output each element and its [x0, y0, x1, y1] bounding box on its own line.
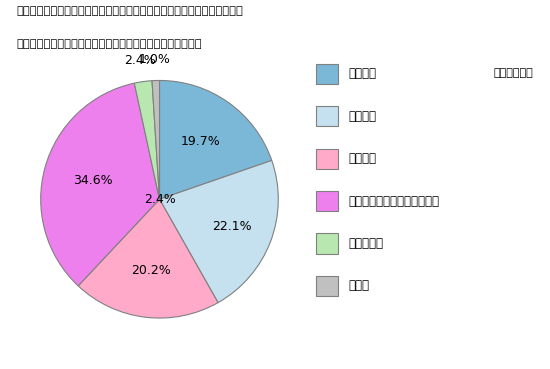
- Text: 2.4%: 2.4%: [144, 193, 175, 206]
- Text: わからない: わからない: [348, 237, 383, 250]
- Text: 期待通り: 期待通り: [348, 110, 376, 123]
- Text: 34.6%: 34.6%: [73, 175, 113, 187]
- Wedge shape: [160, 80, 272, 199]
- Wedge shape: [160, 161, 278, 303]
- Text: 【単数回答】: 【単数回答】: [494, 68, 534, 78]
- Text: 20.2%: 20.2%: [131, 263, 171, 276]
- Text: 19.7%: 19.7%: [181, 135, 221, 148]
- Text: 期待以上: 期待以上: [348, 67, 376, 80]
- Text: そもそも期待していなかった: そもそも期待していなかった: [348, 194, 439, 208]
- Wedge shape: [152, 80, 160, 199]
- Text: 2.4%: 2.4%: [124, 54, 156, 67]
- Text: 問２．安倍政権発足後、まもなく４年が経過します。現在までの安倍政権: 問２．安倍政権発足後、まもなく４年が経過します。現在までの安倍政権: [16, 6, 243, 15]
- Text: 無回答: 無回答: [348, 279, 369, 293]
- Text: 期待以下: 期待以下: [348, 152, 376, 165]
- Text: 22.1%: 22.1%: [212, 220, 251, 233]
- Text: 1.0%: 1.0%: [139, 53, 171, 66]
- Wedge shape: [41, 83, 159, 286]
- Text: は、あなたが発足時に抱いていた期待に比べどうでしたか。: は、あなたが発足時に抱いていた期待に比べどうでしたか。: [16, 39, 202, 49]
- Wedge shape: [78, 199, 218, 318]
- Wedge shape: [134, 81, 159, 199]
